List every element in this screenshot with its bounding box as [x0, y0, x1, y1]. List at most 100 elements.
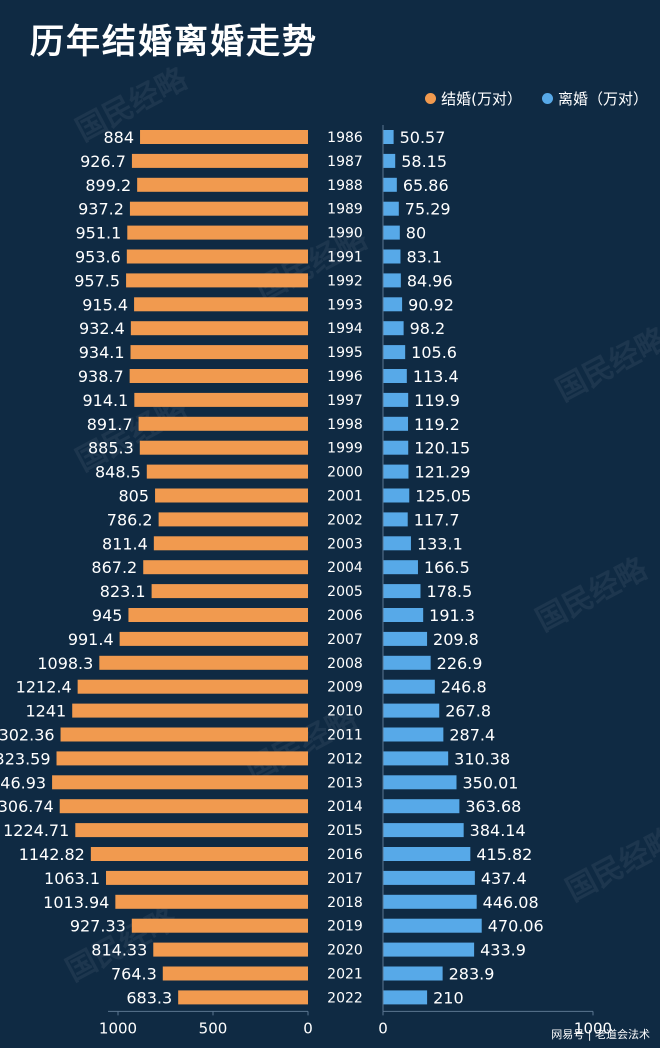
bar-divorce: [383, 942, 475, 957]
bar-marriage: [153, 536, 308, 551]
bar-divorce: [383, 345, 406, 360]
data-label-divorce: 119.2: [414, 415, 460, 434]
data-label-marriage: 891.7: [87, 415, 133, 434]
data-label-divorce: 98.2: [410, 319, 446, 338]
bar-divorce: [383, 751, 449, 766]
bar-marriage: [129, 201, 308, 216]
bar-marriage: [75, 823, 308, 838]
data-label-divorce: 119.9: [414, 391, 460, 410]
legend-label-divorce: 离婚（万对）: [557, 90, 648, 108]
category-label: 2019: [327, 919, 363, 935]
data-label-divorce: 120.15: [414, 439, 470, 458]
data-label-divorce: 363.68: [465, 797, 521, 816]
bar-marriage: [178, 990, 308, 1005]
bar-marriage: [56, 751, 308, 766]
data-label-divorce: 446.08: [483, 893, 539, 912]
bar-divorce: [383, 201, 399, 216]
category-label: 1990: [327, 226, 363, 242]
data-label-marriage: 938.7: [78, 367, 124, 386]
category-label: 2000: [327, 465, 363, 481]
category-label: 2017: [327, 871, 363, 887]
bar-marriage: [106, 870, 308, 885]
category-label: 1986: [327, 130, 363, 146]
data-label-marriage: 926.7: [80, 152, 126, 171]
bar-divorce: [383, 488, 410, 503]
data-label-marriage: 953.6: [75, 248, 121, 267]
bar-marriage: [130, 345, 308, 360]
legend-item-divorce: 离婚（万对）: [541, 88, 648, 109]
category-label: 2003: [327, 536, 363, 552]
data-label-divorce: 80: [406, 224, 426, 243]
bar-marriage: [137, 177, 308, 192]
data-label-divorce: 287.4: [449, 726, 495, 745]
data-label-marriage: 814.33: [91, 941, 147, 960]
bar-divorce: [383, 249, 401, 264]
category-label: 1988: [327, 178, 363, 194]
bar-marriage: [129, 369, 308, 383]
data-label-marriage: 1224.71: [3, 821, 69, 840]
left-axis-tick-label: 1000: [99, 1019, 137, 1037]
bar-marriage: [72, 703, 309, 718]
bar-marriage: [99, 655, 308, 670]
category-label: 1993: [327, 297, 363, 313]
bar-marriage: [151, 584, 308, 599]
data-label-divorce: 267.8: [445, 702, 491, 721]
category-label: 2009: [327, 680, 363, 696]
bar-marriage: [126, 273, 308, 288]
data-label-divorce: 117.7: [414, 510, 460, 529]
bar-marriage: [127, 225, 308, 240]
data-label-divorce: 133.1: [417, 534, 463, 553]
data-label-divorce: 384.14: [470, 821, 526, 840]
bar-marriage: [60, 727, 308, 742]
legend-marker-marriage: [425, 93, 437, 104]
bar-marriage: [134, 297, 308, 312]
bar-divorce: [383, 608, 424, 622]
bar-divorce: [383, 177, 397, 192]
bar-divorce: [383, 273, 401, 288]
category-label: 1989: [327, 202, 363, 218]
legend-marker-divorce: [541, 93, 553, 104]
bar-divorce: [383, 847, 471, 861]
data-label-marriage: 927.33: [70, 917, 126, 936]
data-label-divorce: 65.86: [403, 176, 449, 195]
data-label-marriage: 1098.3: [37, 654, 93, 673]
bar-divorce: [383, 369, 407, 383]
bar-divorce: [383, 130, 394, 144]
data-label-marriage: 957.5: [74, 271, 120, 290]
data-label-marriage: 934.1: [79, 343, 125, 362]
category-label: 2022: [327, 990, 363, 1006]
data-label-divorce: 50.57: [400, 128, 446, 147]
data-label-divorce: 433.9: [480, 941, 526, 960]
category-label: 2002: [327, 512, 363, 528]
data-label-marriage: 867.2: [91, 558, 137, 577]
bar-divorce: [383, 512, 408, 527]
data-label-marriage: 1302.36: [0, 726, 55, 745]
category-label: 2011: [327, 728, 363, 744]
category-label: 2013: [327, 775, 363, 791]
category-label: 2016: [327, 847, 363, 863]
source-credit: 网易号 | 老道会法术: [551, 1028, 650, 1041]
data-label-marriage: 885.3: [88, 439, 134, 458]
category-label: 2007: [327, 632, 363, 648]
category-label: 1995: [327, 345, 363, 361]
data-label-marriage: 1142.82: [19, 845, 85, 864]
data-label-divorce: 437.4: [481, 869, 527, 888]
bar-marriage: [115, 894, 308, 909]
data-label-divorce: 209.8: [433, 630, 479, 649]
bar-marriage: [59, 799, 309, 814]
data-label-divorce: 210: [433, 988, 464, 1007]
data-label-divorce: 226.9: [437, 654, 483, 673]
category-label: 2005: [327, 584, 363, 600]
bar-divorce: [383, 894, 477, 909]
data-label-divorce: 125.05: [415, 487, 471, 506]
data-label-divorce: 415.82: [476, 845, 532, 864]
bar-divorce: [383, 560, 418, 575]
legend-label-marriage: 结婚(万对）: [441, 90, 522, 108]
bar-divorce: [383, 679, 435, 694]
bar-marriage: [138, 416, 308, 431]
category-label: 1992: [327, 273, 363, 289]
category-label: 1999: [327, 441, 363, 457]
data-label-divorce: 75.29: [405, 200, 451, 219]
